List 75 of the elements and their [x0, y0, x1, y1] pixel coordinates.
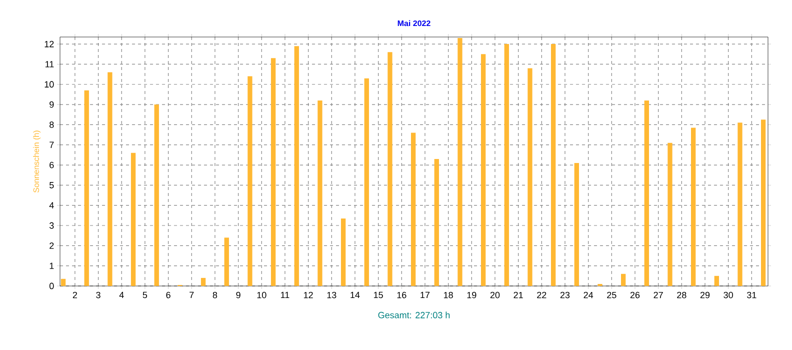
bar: [690, 128, 696, 286]
x-tick-label: 18: [444, 292, 453, 298]
y-tick-label: 3: [49, 222, 54, 229]
x-tick-label: 3: [96, 292, 100, 298]
x-tick-label: 5: [142, 292, 148, 298]
x-tick-label: 15: [374, 292, 383, 298]
y-tick-label: 10: [44, 81, 54, 88]
y-tick-label: 4: [49, 202, 54, 208]
x-tick-label: 9: [236, 292, 240, 298]
y-tick-label: 1: [50, 262, 54, 269]
bar: [644, 100, 649, 286]
x-tick-label: 2: [72, 292, 77, 298]
bar: [668, 142, 672, 286]
bar: [108, 72, 112, 286]
x-tick-label: 29: [700, 292, 710, 298]
bar: [528, 68, 532, 286]
bar: [154, 104, 159, 286]
x-tick-label: 20: [490, 292, 500, 298]
x-tick-label: 21: [514, 292, 523, 298]
x-tick-label: 17: [420, 292, 430, 298]
text: Gesamt: 227:03 h: [378, 312, 450, 318]
chart-title: Mai 2022: [398, 20, 430, 26]
bar: [248, 76, 252, 286]
bar: [294, 46, 299, 286]
x-tick-label: 13: [327, 292, 336, 298]
bar: [364, 78, 369, 286]
x-tick-label: 7: [190, 292, 194, 298]
bar: [318, 100, 322, 286]
bar: [130, 152, 136, 286]
bar: [434, 158, 439, 286]
x-tick-label: 27: [654, 292, 663, 298]
x-tick-label: 11: [280, 292, 290, 298]
x-tick-label: 23: [560, 292, 570, 298]
y-axis-title: Sonnenschein (h): [33, 130, 41, 192]
y-tick-label: 2: [50, 242, 54, 249]
bar: [340, 218, 346, 286]
x-tick-label: 24: [584, 292, 594, 298]
bar: [738, 122, 742, 286]
y-tick-label: 6: [50, 162, 54, 168]
x-tick-label: 22: [537, 292, 546, 298]
bar: [410, 132, 416, 286]
x-tick-label: 8: [212, 292, 218, 298]
bar: [550, 44, 556, 286]
bar: [388, 52, 392, 286]
x-tick-label: 14: [350, 292, 360, 298]
y-tick-label: 12: [44, 40, 54, 48]
x-tick-label: 6: [166, 292, 170, 298]
x-tick-label: 16: [397, 292, 406, 298]
x-tick-label: 12: [304, 292, 313, 298]
bar: [270, 58, 276, 286]
x-tick-label: 28: [677, 292, 686, 298]
x-tick-label: 25: [607, 292, 616, 298]
bar: [200, 278, 206, 286]
y-tick-label: 8: [50, 122, 54, 128]
bar: [480, 54, 486, 286]
y-tick-label: 7: [50, 142, 54, 148]
x-tick-label: 30: [724, 292, 733, 298]
y-tick-label: 5: [50, 182, 54, 188]
bar: [84, 90, 89, 286]
y-tick-label: 11: [45, 61, 54, 68]
bar: [458, 38, 462, 286]
bar: [620, 274, 626, 286]
y-tick-label: 9: [50, 101, 54, 108]
x-tick-label: 4: [119, 292, 124, 298]
bar: [60, 278, 66, 286]
bar: [761, 120, 766, 286]
x-tick-label: 31: [747, 292, 756, 298]
x-tick-label: 26: [630, 292, 640, 298]
x-tick-label: 19: [467, 292, 476, 298]
bar: [504, 44, 509, 286]
bar: [714, 276, 719, 286]
x-tick-label: 10: [257, 292, 266, 298]
bar: [574, 163, 579, 286]
bar: [224, 238, 229, 286]
y-tick-label: 0: [49, 282, 54, 290]
